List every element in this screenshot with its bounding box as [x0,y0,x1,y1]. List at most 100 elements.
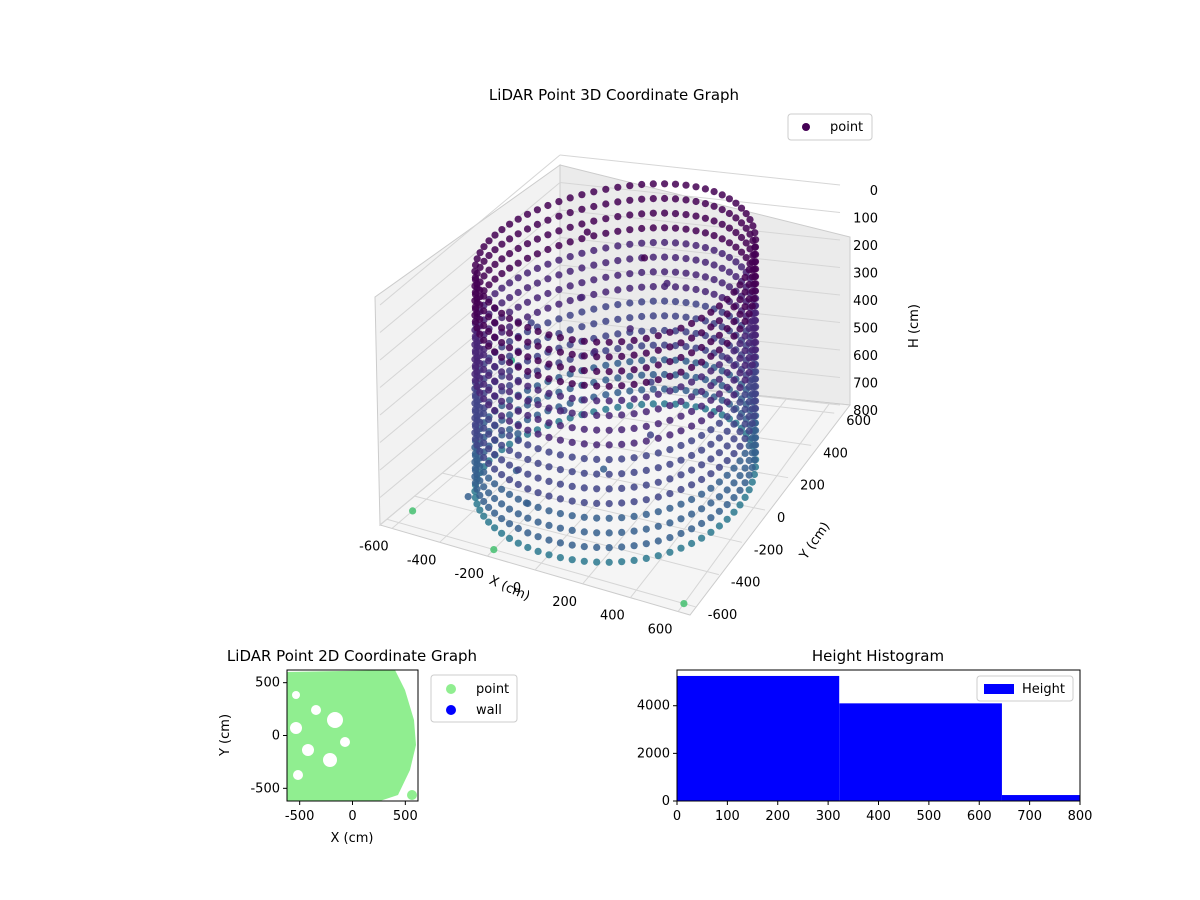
point-3d [677,544,685,552]
point-3d [745,310,753,318]
point-3d [688,319,696,328]
point-3d [748,434,756,442]
point-3d [698,461,706,469]
point-3d [524,470,532,478]
point-3d [514,348,522,357]
point-3d [533,294,542,302]
legend-2d: point wall [430,674,518,723]
point-3d [593,499,601,507]
point-3d [732,258,740,266]
point-3d [745,442,753,450]
x-tick-label-3d: -400 [407,553,437,568]
point-3d [682,269,690,277]
point-3d [654,346,662,354]
x-tick-label-histogram: 0 [673,809,681,824]
point-3d [725,268,734,276]
point-3d [514,230,522,238]
point-3d [602,273,610,281]
point-3d [545,507,553,515]
z-tick-label-3d: 800 [853,404,878,419]
point-3d [555,286,563,294]
grid-line-x [582,394,744,585]
point-3d [682,255,690,263]
point-3d [707,426,715,434]
point-3d [698,417,706,425]
point-3d [580,557,588,565]
point-3d [638,180,646,189]
point-3d [718,206,726,214]
point-3d [715,478,724,486]
point-3d [473,294,481,303]
point-3d [638,224,646,233]
point-3d [605,558,613,566]
point-3d [649,195,657,203]
point-3d [630,498,638,506]
point-3d [671,327,680,335]
point-3d [476,447,484,455]
point-3d [725,253,734,262]
point-3d [663,279,671,287]
point-3d [523,298,532,306]
point-3d [506,411,514,419]
point-3d [649,341,657,349]
point-3d [498,324,506,332]
point-3d [593,455,601,463]
point-3d [723,413,731,421]
point-3d [514,524,522,533]
point-3d [732,214,740,222]
point-3d [682,181,690,189]
point-3d [476,359,484,367]
point-3d [701,229,710,237]
point-3d [578,205,586,213]
point-3d [649,268,657,276]
point-3d [745,456,753,465]
point-3d [654,361,662,369]
point-3d [544,245,552,254]
y-tick-label-2d: 500 [255,676,280,691]
x-tick-label-3d: -600 [359,539,389,554]
point-3d [618,426,626,434]
grid-line-x [629,398,787,599]
point-3d [602,347,610,355]
legend-marker-wall-2d [446,705,456,715]
point-3d [614,286,622,294]
point-3d [715,375,724,383]
point-3d [741,435,749,443]
point-3d [745,324,753,333]
point-3d [476,374,484,382]
point-3d [614,315,622,323]
point-3d [614,271,622,279]
point-3d [661,209,669,217]
point-3d [556,334,565,342]
point-3d [626,284,634,292]
point-3d [715,419,724,427]
point-3d [638,386,646,394]
point-3d [605,456,613,464]
point-3d [677,441,685,450]
point-3d [666,475,674,483]
point-3d [514,480,522,489]
point-3d [580,543,588,551]
point-3d [544,289,552,298]
point-3d [476,389,484,397]
point-3d [491,275,499,283]
point-3d [480,497,488,506]
point-3d [730,303,738,311]
point-3d [505,314,514,322]
point-3d [707,382,715,390]
grid-line-z [379,237,561,388]
point-3d [590,305,598,313]
point-3d [736,369,744,377]
point-3d [505,505,514,513]
point-3d [654,434,662,442]
point-3d [514,244,522,253]
point-3d [750,338,759,347]
point-3d [682,328,690,336]
point-3d [568,541,576,549]
point-3d [568,394,576,402]
point-3d [524,426,532,434]
point-3d [677,500,685,508]
point-3d [707,352,715,360]
point-3d [473,382,481,391]
point-3d [677,397,685,406]
